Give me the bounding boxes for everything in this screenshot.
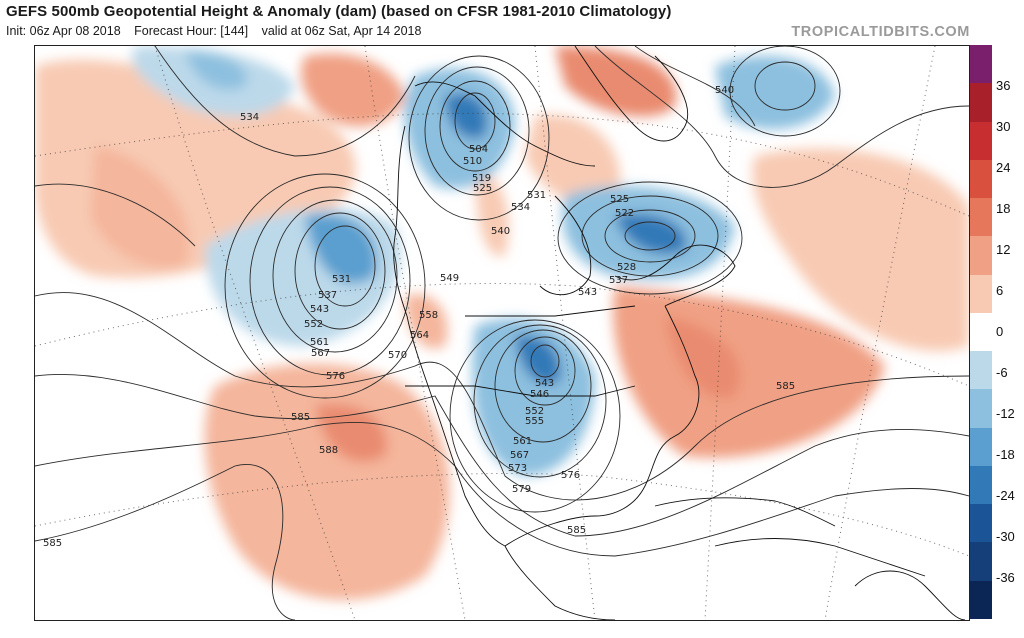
- contour-label: 540: [715, 85, 734, 96]
- contour-label: 543: [578, 287, 597, 298]
- colorbar-segment: [970, 504, 992, 543]
- chart-title: GEFS 500mb Geopotential Height & Anomaly…: [6, 3, 672, 20]
- contour-label: 531: [332, 274, 351, 285]
- height-contours: [35, 46, 969, 620]
- positive-anomaly-greenland: [555, 46, 677, 117]
- contour-label: 552: [304, 319, 323, 330]
- contour-label: 564: [410, 330, 429, 341]
- contour-label: 531: [527, 190, 546, 201]
- contour-label: 585: [567, 525, 586, 536]
- colorbar-segment: [970, 465, 992, 505]
- contour-label: 540: [491, 226, 510, 237]
- contour-label: 567: [311, 348, 330, 359]
- contour-label: 585: [43, 538, 62, 549]
- valid-time: valid at 06z Sat, Apr 14 2018: [261, 24, 422, 38]
- colorbar-segment: [970, 45, 992, 84]
- negative-anomaly-central-us-core: [515, 335, 561, 384]
- contour-label: 567: [510, 450, 529, 461]
- contour-label: 570: [388, 350, 407, 361]
- contour-label: 528: [617, 262, 636, 273]
- coastlines: [393, 46, 966, 620]
- negative-anomaly-greenland-sea: [715, 56, 835, 130]
- contour-label: 573: [508, 463, 527, 474]
- contour-label: 546: [530, 389, 549, 400]
- positive-anomaly-alaska: [301, 53, 405, 127]
- positive-anomaly-core-pacific: [315, 404, 387, 462]
- colorbar-tick-label: -12: [996, 405, 1015, 421]
- colorbar-tick-label: -30: [996, 528, 1015, 544]
- colorbar-segment: [970, 274, 992, 314]
- colorbar-segment: [970, 312, 992, 352]
- contour-label: 543: [535, 378, 554, 389]
- contour-label: 576: [561, 470, 580, 481]
- colorbar-segment: [970, 236, 992, 276]
- contour-label: 585: [776, 381, 795, 392]
- contour-labels: 534 504 510 519 525 531 534 540 549 531 …: [43, 85, 795, 549]
- colorbar-segment: [970, 427, 992, 467]
- colorbar-segment: [970, 580, 992, 620]
- colorbar-tick-label: 24: [996, 159, 1011, 175]
- colorbar-segment: [970, 351, 992, 390]
- colorbar-tick-label: 12: [996, 241, 1011, 257]
- positive-anomaly-west-us: [405, 294, 448, 349]
- colorbar-tick-label: -18: [996, 446, 1015, 462]
- forecast-hour: Forecast Hour: [144]: [134, 24, 249, 38]
- positive-anomaly-ne-us: [665, 316, 741, 398]
- negative-anomaly-bering-core: [185, 51, 247, 90]
- colorbar-segment: [970, 83, 992, 123]
- contour-label: 576: [326, 371, 345, 382]
- colorbar-segment: [970, 159, 992, 199]
- colorbar-segment: [970, 542, 992, 582]
- colorbar-tick-label: 0: [996, 323, 1004, 339]
- contour-label: 510: [463, 156, 482, 167]
- negative-anomaly-ne-pacific-core: [305, 214, 377, 284]
- colorbar-segment: [970, 389, 992, 429]
- contour-label: 525: [610, 194, 629, 205]
- colorbar: [970, 45, 992, 620]
- brand-watermark: TROPICALTIDBITS.COM: [791, 24, 970, 40]
- colorbar-segment: [970, 121, 992, 161]
- colorbar-tick-label: 18: [996, 200, 1011, 216]
- colorbar-tick-label: 36: [996, 77, 1011, 93]
- contour-label: 525: [473, 183, 492, 194]
- colorbar-tick-label: -24: [996, 487, 1015, 503]
- contour-label: 558: [419, 310, 438, 321]
- contour-label: 561: [513, 436, 532, 447]
- contour-label: 534: [240, 112, 259, 123]
- contour-label: 588: [319, 445, 338, 456]
- init-time: Init: 06z Apr 08 2018: [6, 24, 121, 38]
- positive-anomaly-east-pacific: [204, 363, 450, 600]
- chart-subtitle: Init: 06z Apr 08 2018 Forecast Hour: [14…: [6, 24, 431, 38]
- colorbar-tick-label: -36: [996, 569, 1015, 585]
- graticule: [35, 46, 969, 620]
- contour-label: 522: [615, 208, 634, 219]
- colorbar-tick-label: 6: [996, 282, 1004, 298]
- positive-anomaly-gulf-alaska: [90, 146, 190, 269]
- contour-label: 552: [525, 406, 544, 417]
- contour-label: 519: [472, 173, 491, 184]
- contour-label: 555: [525, 416, 544, 427]
- contour-label: 534: [511, 202, 530, 213]
- negative-anomaly-labrador-core: [615, 213, 687, 255]
- contour-label: 549: [440, 273, 459, 284]
- contour-label: 561: [310, 337, 329, 348]
- positive-anomaly-east-atlantic: [752, 148, 969, 352]
- contour-label: 579: [512, 484, 531, 495]
- weather-map: 534 504 510 519 525 531 534 540 549 531 …: [34, 45, 970, 621]
- contour-label: 537: [609, 275, 628, 286]
- colorbar-segment: [970, 198, 992, 237]
- colorbar-tick-label: -6: [996, 364, 1008, 380]
- colorbar-tick-label: 30: [996, 118, 1011, 134]
- contour-label: 537: [318, 290, 337, 301]
- contour-label: 585: [291, 412, 310, 423]
- contour-label: 504: [469, 144, 488, 155]
- contour-label: 543: [310, 304, 329, 315]
- anomaly-shading: [35, 46, 969, 600]
- map-svg: 534 504 510 519 525 531 534 540 549 531 …: [35, 46, 969, 620]
